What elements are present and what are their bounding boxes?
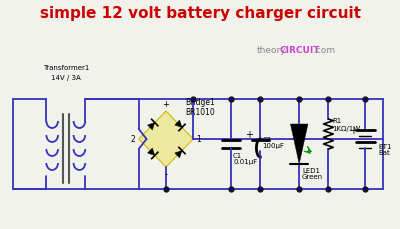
Text: -: - (164, 169, 168, 178)
Polygon shape (139, 112, 193, 167)
Text: BT1: BT1 (378, 143, 392, 149)
Text: Transformer1: Transformer1 (43, 65, 89, 71)
Text: R1: R1 (332, 117, 342, 123)
Polygon shape (148, 123, 155, 130)
Text: 2: 2 (130, 135, 135, 144)
Text: theory: theory (256, 45, 286, 54)
Text: 14V / 3A: 14V / 3A (51, 75, 81, 81)
Polygon shape (175, 151, 182, 158)
Text: 1KΩ/1W: 1KΩ/1W (332, 125, 360, 131)
Text: .com: .com (313, 45, 335, 54)
Text: Bat: Bat (378, 149, 390, 155)
Text: +: + (162, 100, 170, 109)
Text: 1: 1 (196, 135, 201, 144)
Polygon shape (290, 124, 308, 164)
Text: +: + (245, 129, 253, 139)
Text: Bridge1: Bridge1 (186, 98, 215, 106)
Text: LED1: LED1 (302, 167, 320, 173)
Text: simple 12 volt battery charger circuit: simple 12 volt battery charger circuit (40, 5, 360, 20)
Polygon shape (175, 120, 182, 128)
Text: 100μF: 100μF (262, 142, 284, 148)
Text: C1: C1 (233, 152, 242, 158)
Text: Green: Green (302, 173, 323, 179)
Text: +: + (349, 125, 357, 135)
Text: C2: C2 (262, 136, 271, 142)
Text: CIRCUIT: CIRCUIT (280, 45, 320, 54)
Polygon shape (148, 148, 155, 156)
Text: 0.01μF: 0.01μF (233, 158, 257, 164)
Text: BR1010: BR1010 (186, 108, 215, 117)
